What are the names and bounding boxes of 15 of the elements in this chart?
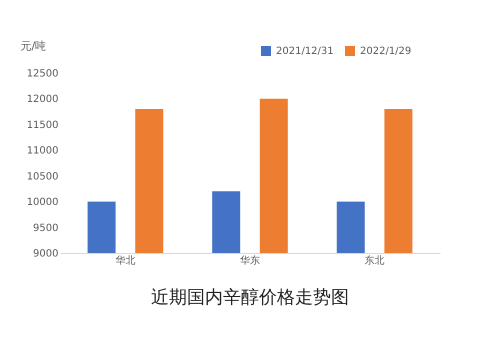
y-tick-label: 10500 <box>26 171 58 182</box>
y-tick-label: 12000 <box>26 94 58 106</box>
y-tick-label: 9500 <box>33 222 58 234</box>
x-tick-label: 华东 <box>240 254 260 266</box>
y-tick-label: 11000 <box>26 146 58 157</box>
y-tick-label: 10000 <box>26 197 58 208</box>
x-tick-label: 华北 <box>115 254 136 266</box>
y-tick-label: 12500 <box>26 68 58 80</box>
x-tick-label: 东北 <box>364 254 385 266</box>
text: 近期国内辛醇价格走势图 <box>151 287 349 308</box>
legend-label: 2022/1/29 <box>360 46 412 57</box>
y-axis-title: 元/吨 <box>20 40 46 52</box>
legend-label: 2021/12/31 <box>276 46 334 57</box>
y-tick-label: 9000 <box>33 248 58 260</box>
y-tick-label: 11500 <box>26 120 58 131</box>
